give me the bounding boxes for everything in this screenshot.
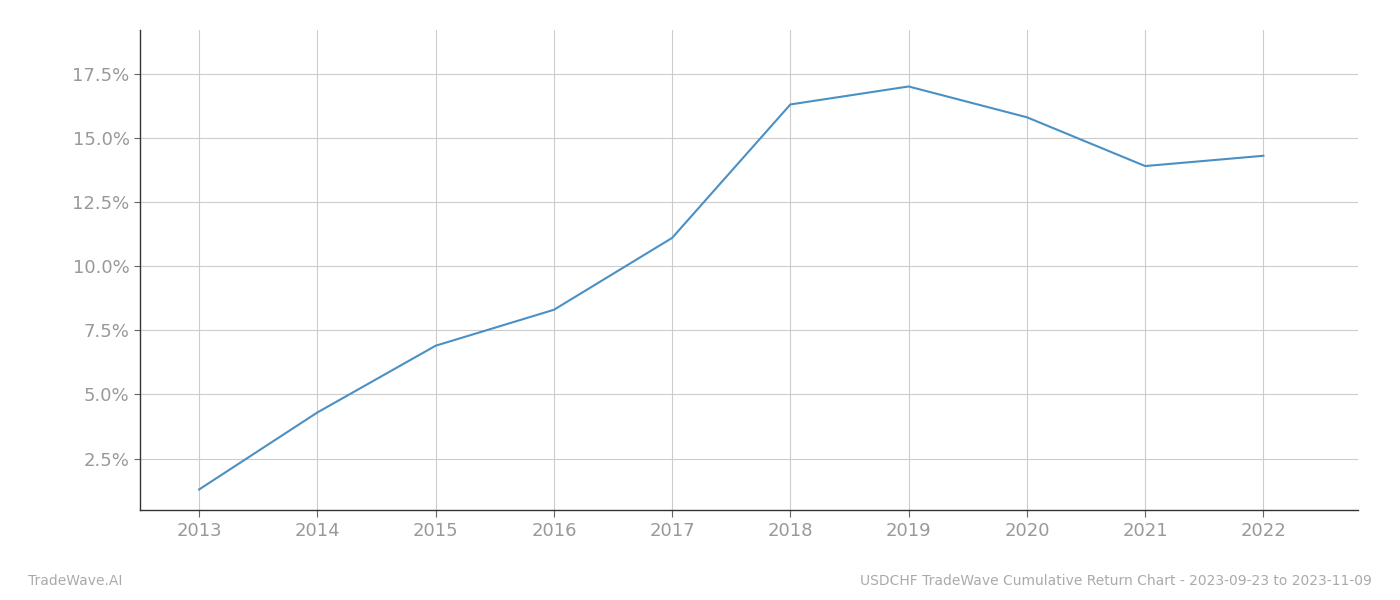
Text: TradeWave.AI: TradeWave.AI bbox=[28, 574, 122, 588]
Text: USDCHF TradeWave Cumulative Return Chart - 2023-09-23 to 2023-11-09: USDCHF TradeWave Cumulative Return Chart… bbox=[860, 574, 1372, 588]
